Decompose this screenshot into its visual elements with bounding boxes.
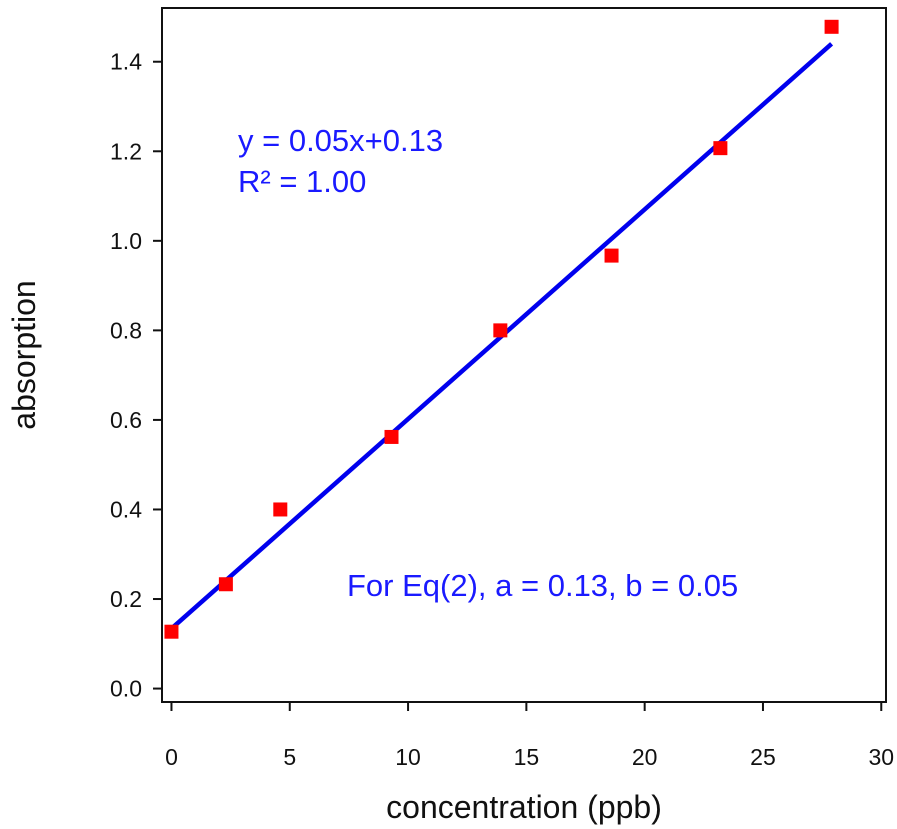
- plot-frame: [161, 7, 887, 703]
- annotation-equation: y = 0.05x+0.13: [238, 123, 443, 158]
- y-tick-label: 0.4: [110, 496, 142, 522]
- data-point: [713, 141, 728, 156]
- y-tick-label: 1.2: [110, 138, 142, 164]
- annotation-r-squared: R² = 1.00: [238, 164, 366, 199]
- x-axis-title: concentration (ppb): [386, 789, 662, 825]
- x-axis: 0 5 10 15 20 25 30: [165, 702, 894, 770]
- data-point: [384, 429, 399, 444]
- y-tick-label: 0.6: [110, 407, 142, 433]
- x-tick-label: 10: [395, 744, 421, 770]
- y-axis-title: absorption: [6, 280, 42, 429]
- series-layer: [164, 19, 839, 639]
- x-tick-label: 25: [750, 744, 776, 770]
- y-tick-label: 1.0: [110, 228, 142, 254]
- data-point: [218, 577, 233, 592]
- data-point: [164, 624, 179, 639]
- x-tick-label: 30: [868, 744, 894, 770]
- y-tick-label: 0.0: [110, 676, 142, 702]
- x-tick-label: 5: [283, 744, 296, 770]
- x-tick-label: 0: [165, 744, 178, 770]
- y-tick-label: 0.2: [110, 586, 142, 612]
- annotation-eq2-parameters: For Eq(2), a = 0.13, b = 0.05: [347, 568, 738, 603]
- data-point: [824, 19, 839, 34]
- data-point: [273, 502, 288, 517]
- x-tick-label: 15: [514, 744, 540, 770]
- y-axis: 0.0 0.2 0.4 0.6 0.8 1.0 1.2 1.4: [110, 49, 162, 702]
- data-point: [493, 323, 508, 338]
- x-tick-label: 20: [632, 744, 658, 770]
- y-tick-label: 1.4: [110, 49, 142, 75]
- y-tick-label: 0.8: [110, 317, 142, 343]
- data-point: [604, 248, 619, 263]
